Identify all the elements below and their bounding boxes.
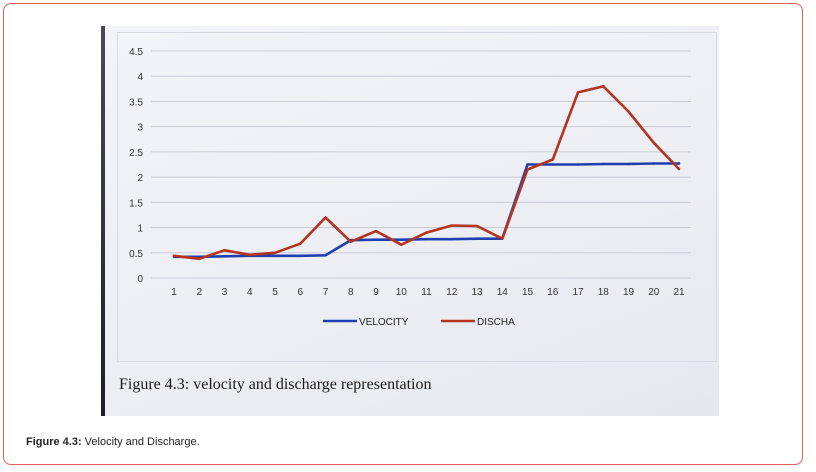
data-point-discha (475, 224, 479, 228)
legend-label-discha: DISCHA (477, 317, 515, 328)
data-point-velocity (551, 163, 554, 166)
x-tick-label: 17 (572, 287, 584, 298)
x-tick-label: 11 (421, 287, 432, 298)
data-point-velocity (652, 162, 655, 165)
y-tick-label: 2.5 (129, 148, 143, 159)
x-tick-label: 20 (648, 287, 660, 298)
photo-page-edge (101, 26, 105, 416)
y-tick-label: 3 (137, 123, 143, 134)
x-tick-label: 14 (497, 287, 509, 298)
y-tick-label: 0.5 (129, 249, 143, 260)
y-tick-label: 2 (137, 173, 143, 184)
x-tick-label: 5 (272, 287, 278, 298)
legend-label-velocity: VELOCITY (359, 317, 409, 328)
x-tick-label: 8 (348, 287, 354, 298)
data-point-discha (576, 91, 580, 94)
data-point-discha (198, 257, 201, 261)
data-point-velocity (677, 162, 681, 165)
data-point-discha (324, 216, 327, 219)
y-tick-label: 1.5 (129, 198, 143, 209)
x-tick-label: 18 (598, 287, 610, 298)
figure-caption: Figure 4.3: Velocity and Discharge. (26, 436, 200, 448)
data-point-discha (248, 253, 251, 256)
data-point-discha (526, 168, 529, 171)
data-point-velocity (450, 237, 453, 241)
data-point-velocity (602, 162, 605, 166)
x-tick-label: 13 (471, 287, 483, 298)
x-tick-label: 1 (171, 287, 177, 298)
x-tick-label: 2 (196, 287, 202, 298)
data-point-discha (652, 141, 655, 145)
data-point-velocity (627, 162, 630, 166)
data-point-discha (450, 224, 453, 227)
data-point-discha (627, 110, 630, 113)
chart-area-border (117, 32, 717, 362)
line-chart: 00.511.522.533.544.51 2 3 4 5 6 7 8 9 10 11 12 13 14 1… (129, 47, 691, 328)
x-tick-label: 12 (446, 287, 458, 298)
x-tick-label: 15 (522, 287, 534, 298)
y-tick-label: 1 (137, 224, 143, 235)
data-point-velocity (374, 238, 378, 241)
data-point-discha (400, 243, 403, 246)
data-point-discha (273, 251, 277, 254)
data-point-discha (223, 249, 226, 252)
data-point-velocity (400, 238, 403, 241)
x-tick-label: 6 (297, 287, 303, 298)
data-point-discha (172, 254, 176, 258)
data-point-discha (551, 158, 554, 161)
data-point-discha (501, 237, 504, 240)
x-tick-label: 19 (623, 287, 635, 298)
y-tick-label: 4 (137, 72, 143, 83)
data-point-discha (349, 240, 352, 243)
x-tick-label: 21 (673, 287, 685, 298)
y-tick-label: 0 (137, 274, 143, 285)
data-point-velocity (324, 254, 327, 257)
y-tick-label: 4.5 (129, 47, 143, 58)
x-tick-label: 3 (222, 287, 228, 298)
data-point-velocity (475, 237, 479, 240)
figure-frame: 0 0.5 1 1.5 2 2.5 3 3.5 4 4.5 1 2 3 4 5 6 7 8 9 10 11 12 13 14 1… (3, 3, 803, 465)
data-point-velocity (273, 254, 277, 258)
data-point-discha (602, 85, 605, 88)
chart-annotation: Figure 4.3: velocity and discharge repre… (119, 376, 432, 393)
x-tick-label: 4 (247, 287, 253, 298)
data-point-discha (299, 242, 302, 245)
x-tick-label: 10 (396, 287, 408, 298)
data-point-velocity (223, 255, 226, 258)
x-tick-label: 16 (547, 287, 559, 298)
x-tick-label: 9 (373, 287, 379, 298)
data-point-velocity (425, 237, 428, 241)
x-tick-label: 7 (323, 287, 329, 298)
data-point-discha (425, 231, 428, 234)
data-point-velocity (526, 163, 529, 166)
data-point-velocity (299, 254, 302, 258)
figure-caption-label: Figure 4.3: (26, 436, 82, 448)
data-point-velocity (576, 163, 580, 166)
chart-photo: 0 0.5 1 1.5 2 2.5 3 3.5 4 4.5 1 2 3 4 5 6 7 8 9 10 11 12 13 14 1… (101, 26, 719, 416)
y-tick-label: 3.5 (129, 97, 143, 108)
data-point-discha (374, 229, 378, 233)
data-point-discha (677, 167, 681, 171)
figure-caption-text: Velocity and Discharge. (81, 436, 200, 448)
